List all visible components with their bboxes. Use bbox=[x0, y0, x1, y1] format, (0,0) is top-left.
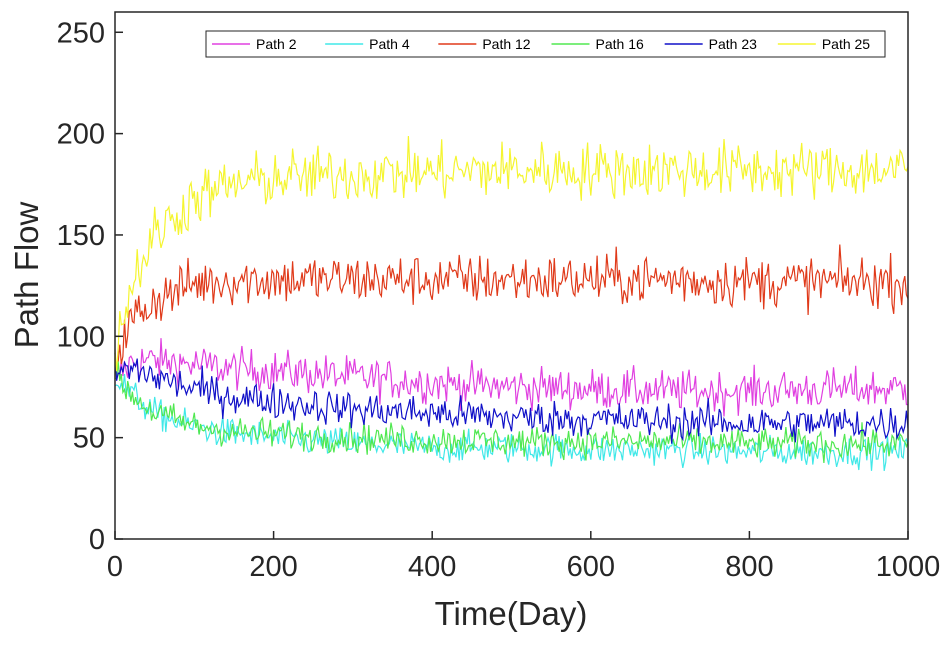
legend-label-4: Path 16 bbox=[596, 36, 644, 52]
legend-label-6: Path 25 bbox=[822, 36, 870, 52]
x-tick-label: 200 bbox=[249, 551, 297, 583]
legend-box bbox=[205, 30, 886, 58]
x-tick-label: 800 bbox=[725, 551, 773, 583]
legend: Path 2 Path 4 Path 12 Path 16 Path 23 Path 25 bbox=[205, 30, 886, 58]
x-tick-label: 600 bbox=[567, 551, 615, 583]
plot-frame bbox=[114, 11, 909, 540]
legend-label-2: Path 4 bbox=[369, 36, 410, 52]
x-tick-label: 1000 bbox=[876, 551, 941, 583]
series-layer bbox=[114, 135, 909, 472]
legend-label-3: Path 12 bbox=[482, 36, 530, 52]
y-tick-label: 50 bbox=[73, 423, 105, 455]
series-line-4 bbox=[114, 361, 909, 463]
y-tick-label: 250 bbox=[57, 17, 105, 49]
y-axis-label: Path Flow bbox=[8, 201, 45, 348]
ticks-layer: 0 200 400 600 800 1000 0 50 100 150 200 250 bbox=[57, 17, 941, 583]
series-line-1 bbox=[114, 338, 909, 417]
x-axis-label: Time(Day) bbox=[435, 595, 588, 632]
series-line-6 bbox=[114, 135, 909, 372]
series-line-3 bbox=[114, 244, 909, 369]
x-tick-label: 400 bbox=[408, 551, 456, 583]
legend-label-1: Path 2 bbox=[256, 36, 297, 52]
y-tick-label: 100 bbox=[57, 321, 105, 353]
legend-label-5: Path 23 bbox=[709, 36, 757, 52]
y-tick-label: 0 bbox=[89, 524, 105, 556]
y-tick-label: 150 bbox=[57, 220, 105, 252]
x-tick-label: 0 bbox=[107, 551, 123, 583]
series-line-5 bbox=[114, 353, 909, 444]
y-tick-label: 200 bbox=[57, 119, 105, 151]
